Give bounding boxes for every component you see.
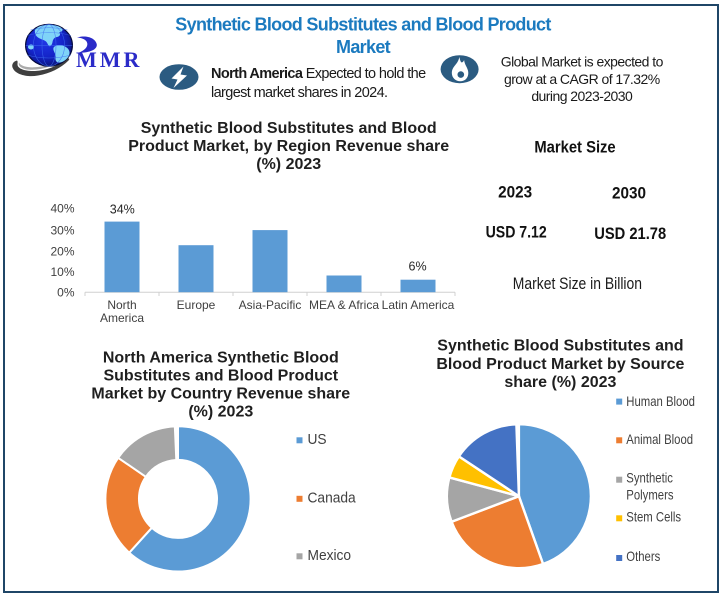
svg-text:6%: 6% — [409, 260, 427, 274]
svg-text:USD 7.12: USD 7.12 — [486, 223, 547, 241]
svg-text:MMR: MMR — [76, 47, 142, 72]
svg-text:Market Size: Market Size — [534, 139, 615, 157]
svg-text:Global Market is expected to: Global Market is expected to — [501, 54, 664, 70]
svg-text:(%) 2023: (%) 2023 — [188, 403, 253, 420]
svg-text:Others: Others — [626, 549, 660, 564]
svg-text:Synthetic Blood Substitutes an: Synthetic Blood Substitutes and — [437, 338, 683, 355]
svg-text:0%: 0% — [57, 286, 75, 300]
svg-text:Synthetic Blood Substitutes an: Synthetic Blood Substitutes and Blood — [141, 120, 437, 137]
svg-text:Market: Market — [336, 37, 391, 57]
svg-text:North America Synthetic Blood: North America Synthetic Blood — [103, 349, 339, 366]
svg-text:Synthetic Blood Substitutes an: Synthetic Blood Substitutes and Blood Pr… — [175, 14, 551, 34]
svg-text:Substitutes and Blood Product: Substitutes and Blood Product — [103, 367, 338, 384]
svg-text:Market by Country Revenue shar: Market by Country Revenue share — [91, 386, 350, 403]
svg-text:grow at a CAGR of 17.32%: grow at a CAGR of 17.32% — [504, 71, 660, 87]
svg-text:Blood Product Market by Source: Blood Product Market by Source — [436, 356, 684, 373]
svg-text:40%: 40% — [50, 202, 74, 216]
svg-text:during 2023-2030: during 2023-2030 — [531, 88, 633, 104]
svg-text:2023: 2023 — [498, 183, 532, 202]
svg-text:20%: 20% — [50, 244, 74, 258]
svg-text:2030: 2030 — [612, 184, 646, 203]
svg-text:30%: 30% — [50, 223, 74, 237]
svg-text:Mexico: Mexico — [308, 547, 352, 563]
svg-text:34%: 34% — [110, 202, 135, 216]
svg-text:Latin America: Latin America — [382, 298, 455, 312]
svg-text:Animal Blood: Animal Blood — [626, 432, 693, 447]
svg-text:US: US — [308, 431, 327, 447]
svg-text:USD 21.78: USD 21.78 — [594, 225, 666, 243]
svg-text:(%) 2023: (%) 2023 — [256, 156, 321, 173]
svg-text:Market Size in Billion: Market Size in Billion — [513, 275, 642, 294]
svg-text:10%: 10% — [50, 265, 74, 279]
svg-text:Human Blood: Human Blood — [626, 394, 695, 409]
svg-text:Polymers: Polymers — [626, 488, 673, 503]
svg-text:America: America — [100, 311, 144, 325]
svg-text:Stem Cells: Stem Cells — [626, 510, 681, 525]
svg-text:Asia-Pacific: Asia-Pacific — [239, 298, 302, 312]
svg-text:MEA & Africa: MEA & Africa — [309, 298, 379, 312]
svg-text:Europe: Europe — [177, 298, 216, 312]
svg-text:Product Market, by Region Reve: Product Market, by Region Revenue share — [128, 138, 449, 155]
svg-text:Canada: Canada — [308, 489, 356, 505]
svg-text:Synthetic: Synthetic — [626, 471, 673, 486]
svg-text:North America Expected to hold: North America Expected to hold the — [211, 66, 426, 82]
svg-text:share (%) 2023: share (%) 2023 — [504, 374, 616, 391]
svg-text:North: North — [107, 298, 136, 312]
svg-text:largest market shares in 2024.: largest market shares in 2024. — [211, 85, 387, 101]
